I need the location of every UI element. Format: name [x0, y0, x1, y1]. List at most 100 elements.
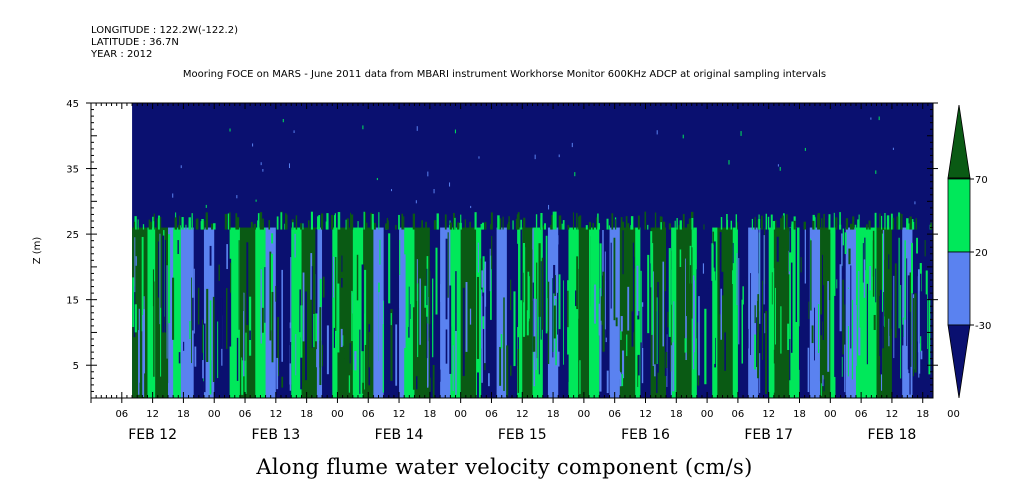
texture-streak	[862, 243, 864, 283]
texture-streak	[153, 281, 155, 377]
texture-streak	[299, 289, 301, 333]
texture-streak	[371, 245, 373, 334]
texture-streak	[637, 355, 639, 387]
surface-spike	[512, 220, 514, 230]
texture-streak	[884, 306, 887, 368]
texture-streak	[587, 263, 589, 309]
surface-spike	[906, 218, 909, 230]
surface-spike	[357, 221, 359, 230]
texture-streak	[780, 306, 782, 354]
surface-spike	[660, 222, 662, 230]
texture-streak	[552, 278, 554, 358]
texture-streak	[538, 243, 541, 317]
texture-streak	[712, 267, 715, 352]
surface-spike	[350, 212, 352, 230]
surface-spike	[196, 218, 199, 230]
upper-speck	[293, 130, 295, 134]
texture-streak	[757, 273, 759, 311]
texture-streak	[481, 289, 483, 349]
texture-streak	[523, 247, 526, 336]
texture-streak	[417, 283, 419, 358]
surface-spike	[589, 223, 591, 230]
texture-streak	[244, 360, 246, 394]
surface-spike	[858, 214, 860, 230]
texture-streak	[319, 278, 322, 307]
x-hour-label: 00	[331, 409, 344, 420]
texture-streak	[300, 305, 303, 358]
texture-streak	[406, 243, 409, 327]
texture-streak	[209, 300, 212, 395]
texture-streak	[503, 297, 505, 391]
band-segment-28	[440, 227, 451, 398]
texture-streak	[567, 290, 569, 328]
surface-spike	[337, 212, 341, 230]
surface-spike	[868, 220, 871, 230]
surface-spike	[259, 212, 263, 230]
x-hour-label: 18	[423, 409, 436, 420]
surface-spike	[134, 216, 137, 230]
texture-streak	[482, 292, 485, 317]
surface-spike	[544, 223, 547, 230]
texture-streak	[419, 346, 421, 359]
texture-streak	[236, 337, 239, 381]
texture-streak	[238, 240, 240, 330]
texture-streak	[382, 281, 384, 325]
texture-streak	[808, 301, 810, 320]
surface-spike	[253, 223, 256, 230]
texture-streak	[772, 268, 775, 350]
texture-streak	[412, 307, 415, 390]
upper-speck	[740, 131, 742, 136]
texture-streak	[531, 249, 533, 346]
texture-streak	[900, 284, 902, 379]
texture-streak	[684, 338, 687, 353]
band-segment-20	[352, 227, 364, 398]
texture-streak	[907, 275, 910, 370]
surface-spike	[363, 211, 365, 230]
surface-spike	[490, 224, 493, 230]
texture-streak	[335, 257, 337, 331]
texture-streak	[313, 313, 315, 348]
surface-spike	[833, 212, 835, 230]
upper-speck	[262, 168, 264, 172]
surface-spike	[908, 223, 910, 230]
texture-streak	[761, 280, 763, 360]
surface-spike	[398, 214, 400, 230]
texture-streak	[847, 289, 850, 327]
texture-streak	[465, 282, 468, 352]
texture-streak	[489, 248, 491, 292]
colorbar-label: 20	[975, 248, 988, 259]
texture-streak	[620, 316, 623, 332]
texture-streak	[662, 261, 665, 347]
surface-spike	[550, 224, 552, 230]
texture-streak	[619, 372, 622, 387]
texture-streak	[920, 336, 922, 352]
texture-streak	[281, 269, 283, 362]
texture-streak	[243, 292, 245, 377]
band-segment-65	[809, 227, 821, 398]
texture-streak	[738, 258, 740, 345]
texture-streak	[249, 330, 251, 341]
year-label: YEAR : 2012	[91, 49, 153, 60]
texture-streak	[351, 290, 353, 342]
texture-streak	[804, 348, 806, 370]
upper-speck	[870, 117, 872, 120]
texture-streak	[855, 305, 857, 366]
texture-streak	[664, 291, 667, 376]
surface-spike	[891, 213, 893, 230]
surface-spike	[817, 213, 821, 230]
texture-streak	[491, 235, 493, 270]
x-hour-label: 18	[300, 409, 313, 420]
x-hour-label: 18	[793, 409, 806, 420]
x-hour-label: 06	[115, 409, 128, 420]
texture-streak	[556, 235, 559, 245]
surface-spike	[608, 225, 610, 230]
upper-speck	[288, 163, 290, 169]
surface-spike	[516, 214, 519, 230]
texture-streak	[322, 276, 325, 298]
surface-spike	[320, 213, 324, 230]
surface-spike	[775, 220, 777, 230]
texture-streak	[289, 345, 292, 385]
x-hour-label: 00	[947, 409, 960, 420]
surface-spike	[133, 221, 136, 230]
texture-streak	[916, 237, 918, 254]
